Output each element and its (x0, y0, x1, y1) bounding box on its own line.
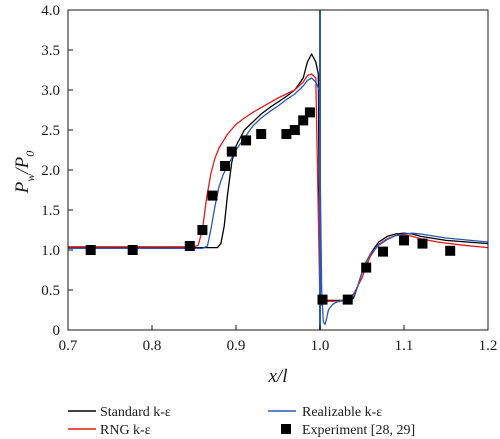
series-line-realizable (68, 77, 489, 326)
experiment-point (281, 129, 292, 139)
y-tick-label: 2.5 (41, 123, 60, 139)
y-tick-label: 2.0 (41, 163, 60, 179)
legend-item-experiment: Experiment [28, 29] (281, 423, 415, 438)
x-tick-label: 0.8 (143, 338, 162, 354)
plot-frame (67, 9, 489, 331)
legend-item-realizable: Realizable k-ε (268, 405, 382, 420)
legend: Standard k-ε RNG k-ε Realizable k-ε Expe… (68, 405, 415, 438)
x-tick-label: 0.9 (227, 338, 246, 354)
experiment-point (445, 245, 456, 256)
x-tick-label: 1.0 (311, 338, 330, 354)
y-tick-label: 0 (53, 323, 61, 339)
experiment-point (399, 235, 409, 246)
legend-label-realizable: Realizable k-ε (302, 405, 382, 420)
experiment-point (184, 241, 195, 251)
experiment-point (127, 245, 138, 255)
x-axis-title: x/l (268, 366, 288, 387)
series-line-rng (68, 73, 489, 307)
legend-swatch-experiment (281, 424, 291, 434)
legend-item-rng: RNG k-ε (68, 423, 151, 438)
experiment-point (289, 125, 300, 135)
experiment-point (85, 245, 96, 255)
experiment-point (197, 225, 208, 235)
x-tick-label: 0.7 (59, 338, 78, 354)
series-line-standard (68, 53, 489, 307)
experiment-point (378, 246, 388, 257)
experiment-point (298, 115, 309, 126)
experiment-point (241, 135, 252, 146)
y-tick-label: 3.0 (41, 83, 60, 99)
experiment-point (304, 107, 315, 118)
axes: 0.7 0.8 0.9 1.0 1.1 1.2 0 0.5 1.0 1.5 2.0 2.5 3.0 3.5… (41, 3, 497, 354)
legend-item-standard: Standard k-ε (68, 405, 171, 420)
y-tick-label: 1.0 (41, 243, 60, 259)
legend-label-rng: RNG k-ε (100, 423, 151, 438)
experiment-point (226, 146, 237, 157)
legend-label-standard: Standard k-ε (100, 405, 171, 420)
y-axis-title: Pw/P0 (12, 151, 37, 195)
legend-label-experiment: Experiment [28, 29] (302, 423, 415, 438)
experiment-point (256, 129, 267, 139)
y-tick-label: 1.5 (41, 203, 60, 219)
x-tick-label: 1.1 (395, 338, 414, 354)
experiment-point (317, 294, 328, 305)
experiment-point (207, 190, 218, 201)
experiment-point (220, 161, 231, 171)
y-tick-label: 3.5 (41, 43, 60, 59)
experiment-point (417, 238, 428, 249)
experiment-point (361, 262, 372, 273)
y-tick-label: 0.5 (41, 283, 60, 299)
plot-area (68, 10, 489, 330)
x-tick-label: 1.2 (479, 338, 498, 354)
experiment-point (342, 294, 353, 305)
y-tick-label: 4.0 (41, 3, 60, 19)
